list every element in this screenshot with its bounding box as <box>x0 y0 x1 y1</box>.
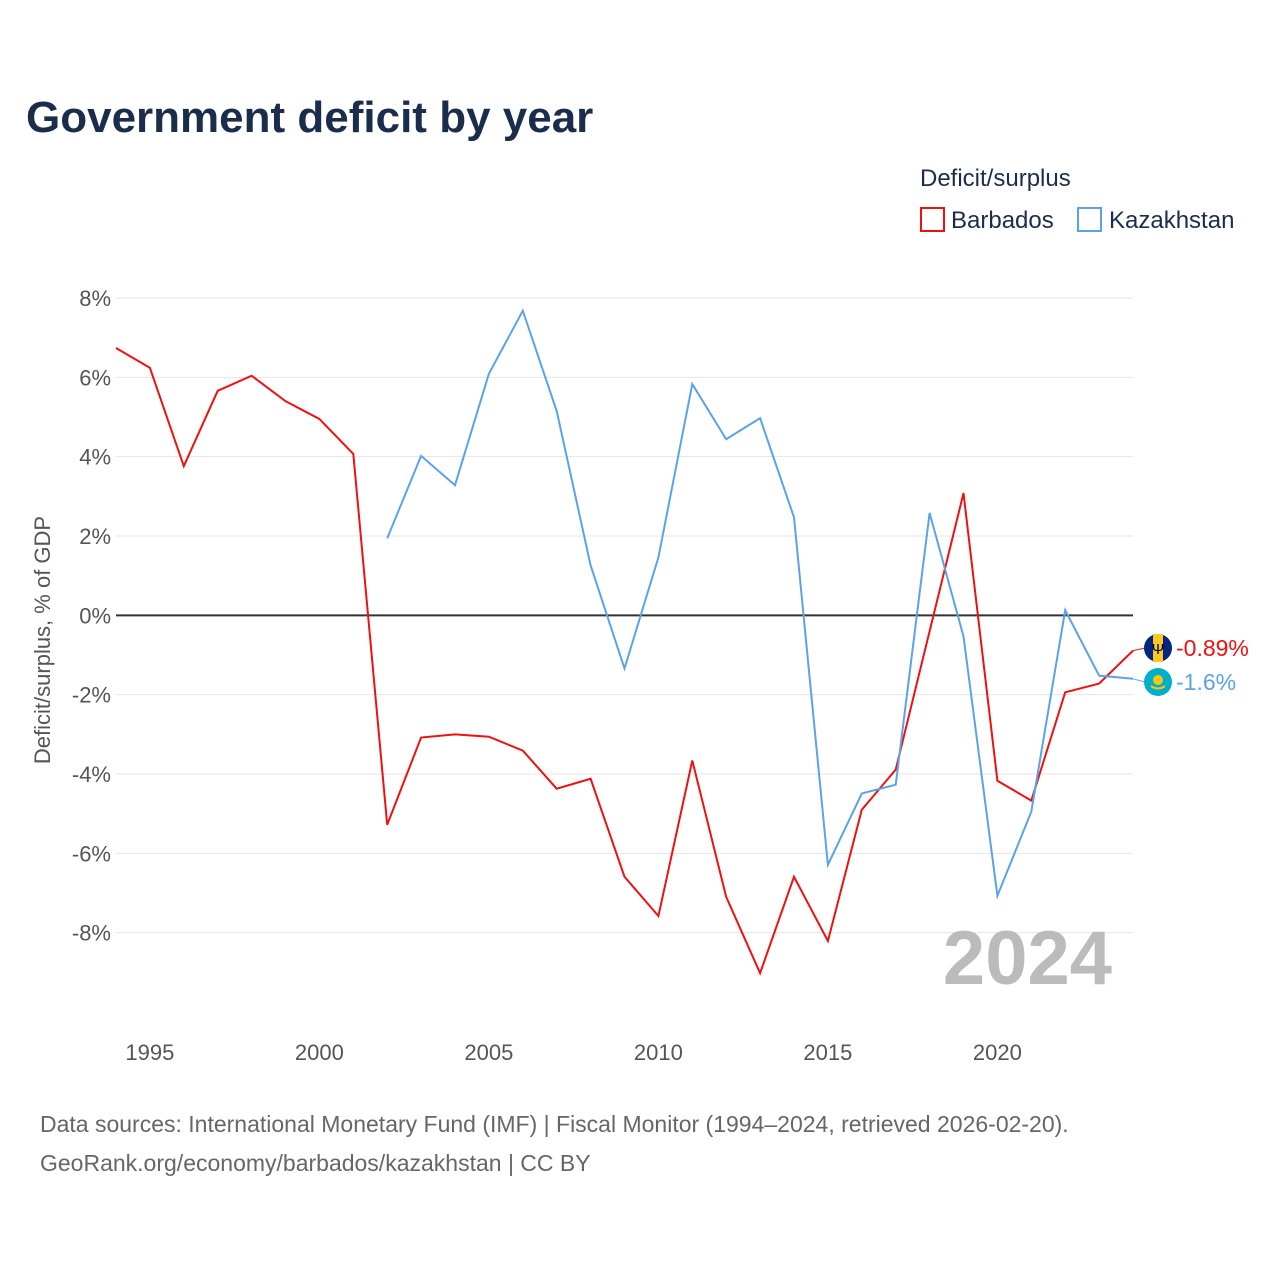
y-tick-label: -6% <box>72 841 111 866</box>
data-point <box>825 862 830 867</box>
data-point <box>351 451 356 456</box>
data-point <box>792 874 797 879</box>
legend-item-kazakhstan[interactable]: Kazakhstan <box>1077 207 1234 234</box>
data-point <box>690 382 695 387</box>
y-tick-label: 8% <box>79 286 111 311</box>
data-point <box>859 807 864 812</box>
data-point <box>758 971 763 976</box>
data-point <box>283 399 288 404</box>
data-point <box>622 874 627 879</box>
legend-label-kazakhstan: Kazakhstan <box>1109 207 1234 234</box>
y-tick-label: -2% <box>72 683 111 708</box>
data-point <box>453 483 458 488</box>
end-label-connector <box>1132 647 1146 652</box>
data-point <box>961 491 966 496</box>
data-point <box>724 894 729 899</box>
data-point <box>588 563 593 568</box>
data-point <box>317 416 322 421</box>
x-tick-label: 2000 <box>295 1040 344 1065</box>
x-tick-label: 2005 <box>464 1040 513 1065</box>
legend-label-barbados: Barbados <box>951 207 1054 234</box>
legend-item-barbados[interactable]: Barbados <box>920 207 1054 234</box>
data-point <box>927 629 932 634</box>
legend-title: Deficit/surplus <box>920 165 1071 192</box>
data-point <box>893 782 898 787</box>
data-point <box>419 735 424 740</box>
end-label-connector <box>1132 678 1146 683</box>
year-watermark: 2024 <box>943 916 1112 1001</box>
data-point <box>1097 673 1102 678</box>
data-point <box>486 371 491 376</box>
y-axis-label: Deficit/surplus, % of GDP <box>30 516 55 764</box>
data-point <box>995 778 1000 783</box>
end-value-label: -0.89% <box>1176 635 1249 661</box>
data-point <box>588 776 593 781</box>
x-tick-label: 2020 <box>973 1040 1022 1065</box>
data-point <box>825 938 830 943</box>
data-point <box>554 786 559 791</box>
end-value-label: -1.6% <box>1176 669 1236 695</box>
y-tick-label: 0% <box>79 603 111 628</box>
data-point <box>1029 809 1034 814</box>
data-point <box>554 409 559 414</box>
data-point <box>520 308 525 313</box>
kazakhstan-flag-icon <box>1144 668 1172 696</box>
data-point <box>249 373 254 378</box>
chart-title: Government deficit by year <box>26 93 593 142</box>
x-tick-label: 1995 <box>125 1040 174 1065</box>
data-point <box>690 758 695 763</box>
data-point <box>1063 608 1068 613</box>
y-tick-label: 4% <box>79 445 111 470</box>
data-point <box>486 734 491 739</box>
data-point <box>1063 690 1068 695</box>
data-point <box>215 388 220 393</box>
data-point <box>419 453 424 458</box>
data-point <box>927 510 932 515</box>
x-tick-label: 2010 <box>634 1040 683 1065</box>
y-tick-label: -8% <box>72 921 111 946</box>
legend-swatch-barbados <box>920 207 945 232</box>
barbados-flag-icon: Ψ <box>1144 634 1172 662</box>
data-point <box>1097 681 1102 686</box>
data-point <box>758 416 763 421</box>
series-line-kazakhstan[interactable] <box>386 308 1134 900</box>
y-tick-label: 2% <box>79 524 111 549</box>
source-url[interactable]: GeoRank.org/economy/barbados/kazakhstan … <box>40 1150 591 1176</box>
data-point <box>724 437 729 442</box>
legend-swatch-kazakhstan <box>1077 207 1102 232</box>
data-point <box>453 732 458 737</box>
series-line-barbados[interactable] <box>115 347 1134 976</box>
data-point <box>859 791 864 796</box>
data-point <box>385 822 390 827</box>
data-point <box>181 464 186 469</box>
x-tick-label: 2015 <box>803 1040 852 1065</box>
data-point <box>792 515 797 520</box>
data-point <box>961 634 966 639</box>
data-point <box>656 555 661 560</box>
data-point <box>622 666 627 671</box>
y-tick-label: 6% <box>79 365 111 390</box>
data-point <box>385 536 390 541</box>
y-tick-label: -4% <box>72 762 111 787</box>
data-point <box>995 893 1000 898</box>
data-point <box>147 365 152 370</box>
data-point <box>656 914 661 919</box>
source-line: Data sources: International Monetary Fun… <box>40 1111 1069 1137</box>
data-point <box>520 748 525 753</box>
data-point <box>114 345 119 350</box>
svg-text:Ψ: Ψ <box>1152 641 1165 658</box>
